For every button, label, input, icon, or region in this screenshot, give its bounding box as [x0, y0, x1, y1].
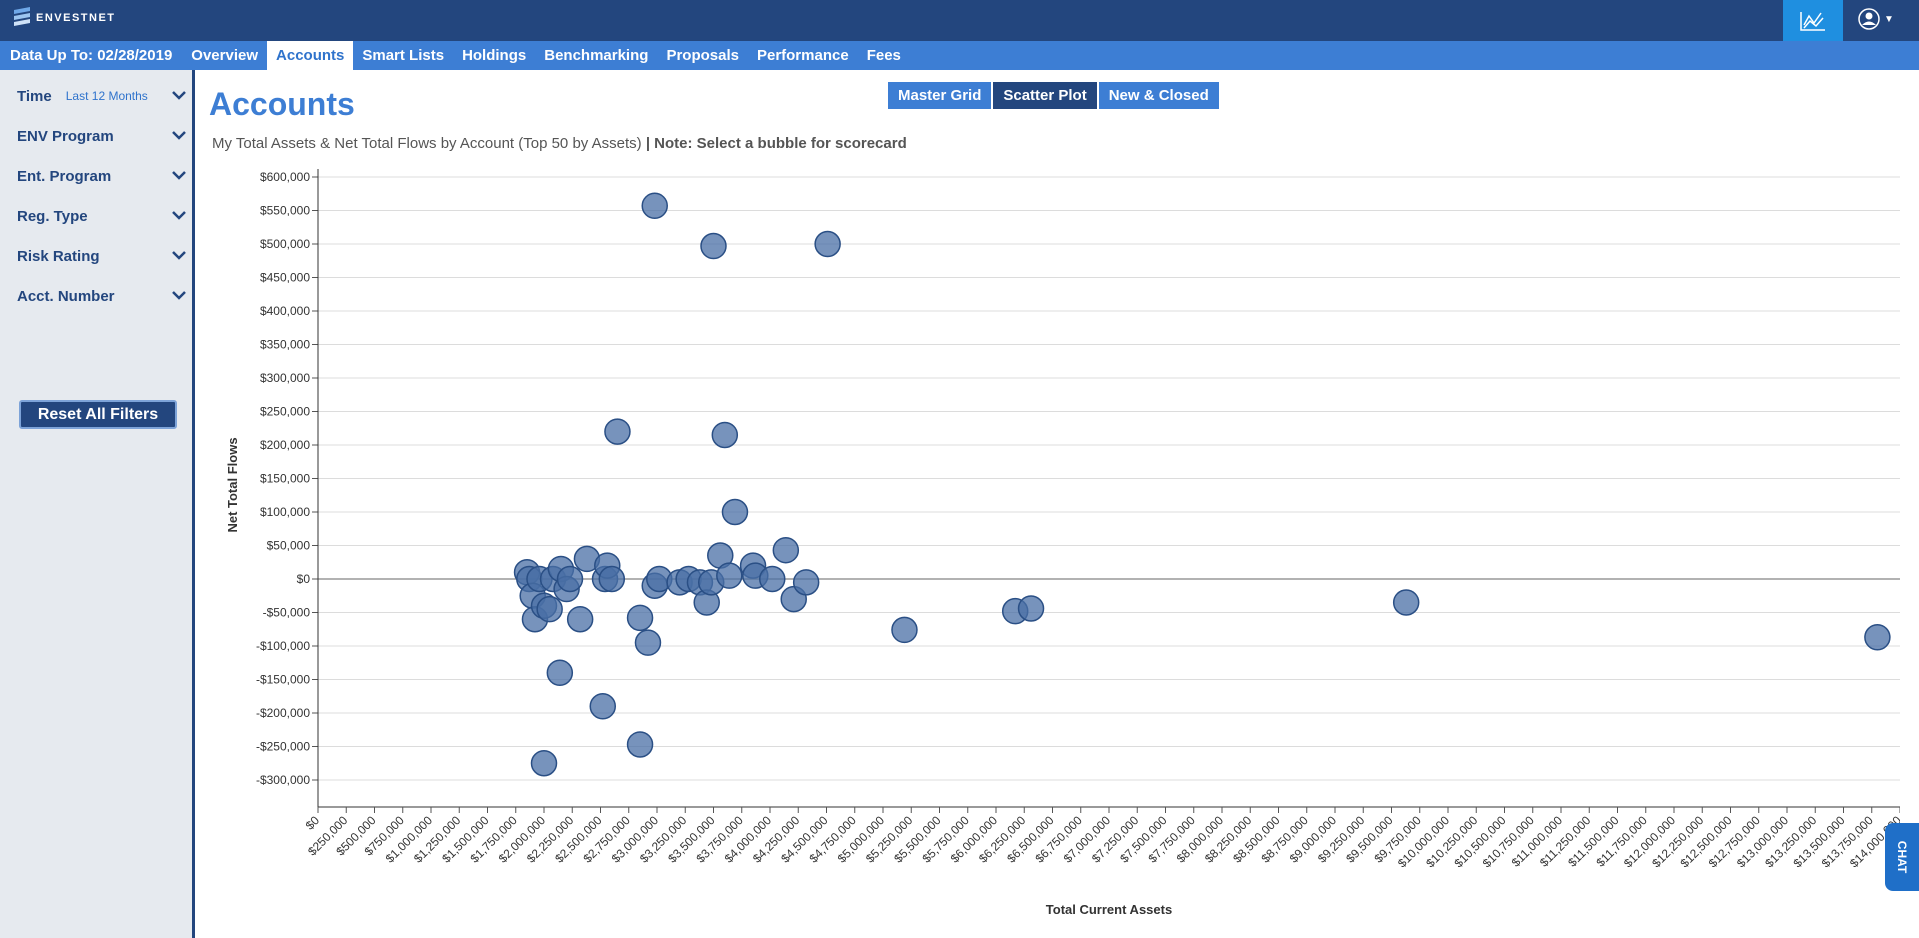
chevron-down-icon [172, 291, 186, 300]
x-axis-title: Total Current Assets [1046, 902, 1172, 917]
y-tick-label: $450,000 [260, 271, 310, 285]
tab-new-closed[interactable]: New & Closed [1098, 82, 1219, 109]
y-tick-label: $600,000 [260, 170, 310, 184]
y-tick-label: -$50,000 [263, 606, 311, 620]
main-nav: Data Up To: 02/28/2019 Overview Accounts… [0, 41, 1919, 70]
y-tick-label: $550,000 [260, 204, 310, 218]
chart-description: My Total Assets & Net Total Flows by Acc… [212, 135, 642, 152]
chevron-down-icon [172, 91, 186, 100]
tab-proposals[interactable]: Proposals [666, 47, 739, 64]
y-tick-label: -$300,000 [256, 773, 310, 787]
y-tick-label: $400,000 [260, 304, 310, 318]
tab-fees[interactable]: Fees [866, 47, 901, 64]
account-bubble[interactable] [634, 629, 662, 656]
account-bubble[interactable] [1017, 595, 1045, 622]
chevron-down-icon [172, 251, 186, 260]
filter-ent-program[interactable]: Ent. Program [17, 164, 187, 188]
chevron-down-icon [172, 171, 186, 180]
account-bubble[interactable] [556, 565, 584, 593]
filter-reg-type-label: Reg. Type [17, 207, 88, 225]
tab-accounts[interactable]: Accounts [267, 41, 354, 70]
y-tick-label: -$100,000 [256, 639, 310, 653]
y-tick-label: $300,000 [260, 371, 310, 385]
reset-all-filters-button[interactable]: Reset All Filters [19, 400, 177, 429]
account-bubble[interactable] [626, 731, 654, 758]
y-tick-label: $200,000 [260, 438, 310, 452]
chevron-down-icon [172, 211, 186, 220]
user-menu-button[interactable]: ▼ [1858, 8, 1894, 30]
y-tick-label: $250,000 [260, 405, 310, 419]
y-axis-title: Net Total Flows [225, 437, 240, 532]
user-circle-icon [1858, 8, 1880, 30]
caret-down-icon: ▼ [1884, 13, 1894, 25]
view-tabs: Master Grid Scatter Plot New & Closed [888, 82, 1219, 109]
chat-label: CHAT [1895, 840, 1909, 874]
account-bubble[interactable] [589, 693, 617, 720]
y-tick-label: $150,000 [260, 472, 310, 486]
filter-sidebar: Time Last 12 Months ENV Program Ent. Pro… [0, 70, 195, 938]
tab-performance[interactable]: Performance [756, 47, 849, 64]
scatter-chart: $600,000 $550,000 $500,000 $450,000 $400,000… [225, 169, 1900, 917]
filter-acct-number[interactable]: Acct. Number [17, 284, 187, 308]
filter-risk-rating-label: Risk Rating [17, 247, 100, 265]
account-bubble[interactable] [792, 569, 820, 596]
top-bar: ENVESTNET ▼ [0, 0, 1919, 41]
account-bubble[interactable] [1392, 589, 1420, 616]
filter-time-label: Time [17, 87, 52, 105]
y-tick-label: -$250,000 [256, 740, 310, 754]
filter-ent-program-label: Ent. Program [17, 167, 112, 185]
tab-benchmarking[interactable]: Benchmarking [544, 47, 649, 64]
filter-env-program[interactable]: ENV Program [17, 124, 187, 148]
account-bubble[interactable] [716, 562, 743, 589]
chart-note: | Note: Select a bubble for scorecard [645, 135, 907, 152]
data-up-to-label: Data Up To: 02/28/2019 [10, 47, 173, 64]
account-bubble[interactable] [814, 230, 841, 258]
line-chart-icon [1800, 11, 1825, 31]
y-tick-label: $50,000 [267, 539, 311, 553]
account-bubble[interactable] [1864, 624, 1891, 651]
tab-master-grid[interactable]: Master Grid [888, 82, 992, 109]
y-tick-label: $100,000 [260, 505, 310, 519]
page-title: Accounts [209, 86, 355, 122]
tab-scatter-plot[interactable]: Scatter Plot [993, 82, 1097, 109]
tab-holdings[interactable]: Holdings [462, 47, 527, 64]
x-tick-label: $0 [303, 813, 323, 833]
account-bubble[interactable] [641, 192, 668, 220]
account-bubble[interactable] [604, 418, 631, 445]
y-tick-label: -$200,000 [256, 706, 310, 720]
y-tick-label: $0 [297, 572, 311, 586]
y-tick-label: $500,000 [260, 237, 310, 251]
filter-reg-type[interactable]: Reg. Type [17, 204, 187, 228]
account-bubble[interactable] [530, 750, 558, 777]
account-bubble[interactable] [759, 565, 786, 593]
brand-name: ENVESTNET [36, 12, 116, 24]
account-bubble[interactable] [721, 498, 749, 526]
filter-acct-number-label: Acct. Number [17, 287, 115, 305]
account-bubble[interactable] [546, 659, 574, 687]
tab-smart-lists[interactable]: Smart Lists [362, 47, 445, 64]
analytics-button[interactable] [1783, 0, 1843, 41]
filter-env-program-label: ENV Program [17, 127, 114, 145]
envestnet-logo-icon [14, 7, 30, 26]
chevron-down-icon [172, 131, 186, 140]
filter-time-value: Last 12 Months [65, 89, 148, 103]
account-bubble[interactable] [700, 232, 727, 260]
y-tick-label: -$150,000 [256, 673, 310, 687]
account-bubble[interactable] [772, 536, 800, 564]
chat-button[interactable]: CHAT [1885, 823, 1919, 891]
filter-risk-rating[interactable]: Risk Rating [17, 244, 187, 268]
tab-overview[interactable]: Overview [191, 47, 259, 64]
filter-time[interactable]: Time Last 12 Months [17, 84, 187, 108]
account-bubble[interactable] [566, 605, 594, 633]
y-tick-label: $350,000 [260, 338, 310, 352]
account-bubble[interactable] [891, 616, 918, 644]
account-bubble[interactable] [711, 421, 739, 449]
account-bubble[interactable] [598, 565, 626, 593]
envestnet-logo[interactable]: ENVESTNET [14, 7, 116, 29]
account-bubble[interactable] [536, 595, 563, 623]
account-bubble[interactable] [626, 604, 654, 632]
chart-subtitle: My Total Assets & Net Total Flows by Acc… [212, 135, 907, 152]
